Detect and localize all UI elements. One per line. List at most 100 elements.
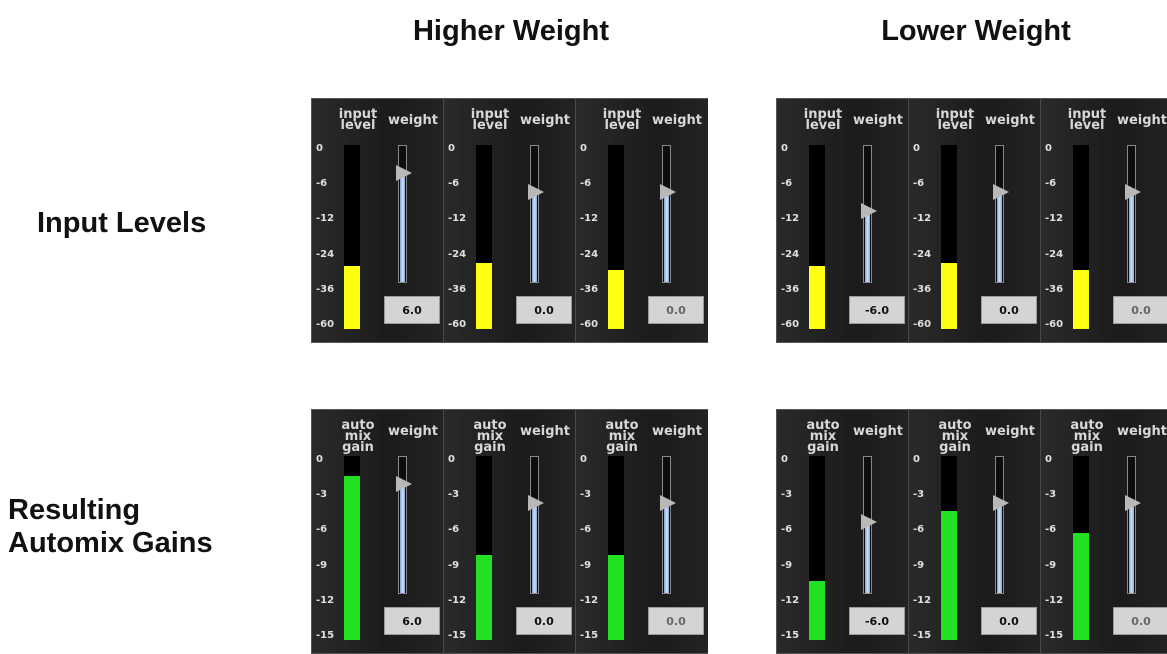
weight-value-field[interactable]: -6.0: [849, 296, 905, 324]
weight-slider-thumb[interactable]: [861, 203, 877, 220]
level-meter: [344, 456, 360, 640]
weight-slider-thumb[interactable]: [1125, 494, 1141, 511]
scale-tick: -60: [913, 319, 932, 330]
channel-strip: input level weight 0 -6 -12 -24 -36 -60 0.0: [576, 99, 708, 342]
weight-label: weight: [1116, 424, 1167, 439]
weight-slider-thumb[interactable]: [528, 183, 544, 200]
scale-tick: -15: [781, 630, 800, 641]
weight-slider-track[interactable]: [995, 145, 1004, 283]
level-meter-fill: [608, 555, 624, 640]
weight-value-field[interactable]: 0.0: [648, 296, 704, 324]
level-meter: [809, 145, 825, 329]
meter-label: input level: [338, 107, 378, 133]
scale-tick: -24: [580, 248, 599, 260]
weight-value-field[interactable]: 0.0: [516, 607, 572, 635]
weight-slider-track[interactable]: [1127, 145, 1136, 283]
weight-slider-thumb[interactable]: [1125, 183, 1141, 200]
scale-tick: 0: [1045, 454, 1052, 465]
weight-slider-fill: [400, 173, 405, 282]
scale-tick: 0: [316, 143, 323, 154]
scale-tick: -9: [448, 559, 460, 571]
weight-label: weight: [387, 113, 439, 128]
scale-tick: -24: [913, 248, 932, 260]
weight-slider-fill: [532, 192, 537, 282]
meter-label: auto mix gain: [473, 418, 507, 455]
scale-tick: -3: [580, 489, 592, 501]
weight-slider-track[interactable]: [398, 456, 407, 594]
scale-tick: -3: [316, 489, 328, 501]
weight-value-field[interactable]: 0.0: [981, 607, 1037, 635]
scale-tick: -24: [1045, 248, 1064, 260]
scale-tick: -36: [913, 283, 932, 295]
level-meter: [1073, 456, 1089, 640]
scale-tick: -60: [1045, 319, 1064, 330]
weight-slider-thumb[interactable]: [396, 475, 412, 492]
scale-tick: -24: [316, 248, 335, 260]
weight-slider-thumb[interactable]: [660, 494, 676, 511]
scale-tick: 0: [316, 454, 323, 465]
weight-label: weight: [852, 424, 904, 439]
weight-slider-thumb[interactable]: [396, 164, 412, 181]
scale-tick: -12: [448, 213, 467, 225]
weight-value-field[interactable]: -6.0: [849, 607, 905, 635]
scale-tick: 0: [580, 454, 587, 465]
scale-tick: -12: [781, 594, 800, 606]
meter-label: input level: [935, 107, 975, 133]
weight-slider-track[interactable]: [530, 456, 539, 594]
weight-slider-thumb[interactable]: [993, 183, 1009, 200]
weight-value-field[interactable]: 0.0: [516, 296, 572, 324]
weight-slider-track[interactable]: [530, 145, 539, 283]
level-meter-fill: [608, 270, 624, 329]
level-meter: [476, 456, 492, 640]
weight-label: weight: [651, 113, 703, 128]
scale-tick: -9: [781, 559, 793, 571]
level-meter-fill: [476, 555, 492, 640]
scale-tick: 0: [781, 143, 788, 154]
scale-tick: -36: [781, 283, 800, 295]
weight-slider-thumb[interactable]: [993, 494, 1009, 511]
scale-tick: -60: [448, 319, 467, 330]
weight-value-field[interactable]: 6.0: [384, 296, 440, 324]
weight-slider-fill: [532, 503, 537, 593]
meter-scale: 0 -6 -12 -24 -36 -60: [448, 144, 474, 330]
level-meter-fill: [1073, 270, 1089, 329]
meter-scale: 0 -3 -6 -9 -12 -15: [448, 455, 474, 641]
weight-label: weight: [852, 113, 904, 128]
weight-value-field[interactable]: 0.0: [1113, 607, 1167, 635]
meter-label: input level: [470, 107, 510, 133]
scale-tick: -3: [781, 489, 793, 501]
scale-tick: -9: [913, 559, 925, 571]
weight-value-field[interactable]: 6.0: [384, 607, 440, 635]
weight-value-field[interactable]: 0.0: [1113, 296, 1167, 324]
level-meter: [608, 456, 624, 640]
level-meter-fill: [1073, 533, 1089, 640]
channel-strip: auto mix gain weight 0 -3 -6 -9 -12 -15 0.0: [576, 410, 708, 653]
scale-tick: -12: [580, 213, 599, 225]
scale-tick: 0: [913, 143, 920, 154]
weight-slider-track[interactable]: [1127, 456, 1136, 594]
panel-higher-weight-automix-gains: auto mix gain weight 0 -3 -6 -9 -12 -15 6.0 auto …: [311, 409, 708, 654]
weight-label: weight: [651, 424, 703, 439]
meter-label: auto mix gain: [938, 418, 972, 455]
weight-value-field[interactable]: 0.0: [648, 607, 704, 635]
weight-slider-track[interactable]: [398, 145, 407, 283]
scale-tick: -3: [913, 489, 925, 501]
weight-slider-track[interactable]: [662, 456, 671, 594]
scale-tick: -6: [580, 178, 592, 190]
scale-tick: -12: [1045, 213, 1064, 225]
scale-tick: -9: [316, 559, 328, 571]
scale-tick: -12: [781, 213, 800, 225]
weight-slider-track[interactable]: [662, 145, 671, 283]
scale-tick: -15: [448, 630, 467, 641]
weight-slider-thumb[interactable]: [528, 494, 544, 511]
weight-slider-fill: [664, 503, 669, 593]
scale-tick: -36: [1045, 283, 1064, 295]
level-meter: [941, 145, 957, 329]
weight-slider-thumb[interactable]: [660, 183, 676, 200]
meter-scale: 0 -6 -12 -24 -36 -60: [316, 143, 342, 330]
weight-value-field[interactable]: 0.0: [981, 296, 1037, 324]
meter-label: input level: [602, 107, 642, 133]
weight-slider-track[interactable]: [995, 456, 1004, 594]
weight-label: weight: [519, 113, 571, 128]
weight-slider-thumb[interactable]: [861, 514, 877, 531]
